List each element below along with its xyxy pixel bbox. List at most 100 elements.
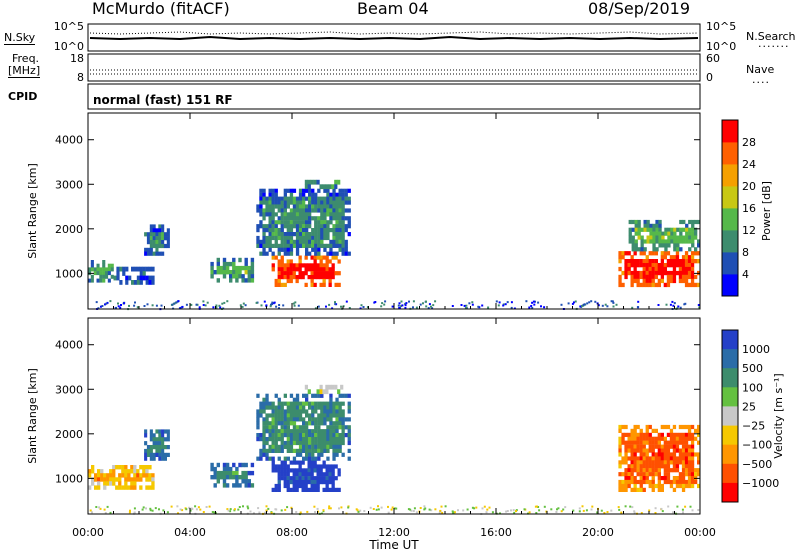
velocity-cell-r6 — [663, 452, 667, 457]
power-speckle — [155, 304, 158, 307]
power-speckle — [331, 307, 334, 310]
power-speckle — [206, 301, 209, 304]
power-cell-r0 — [105, 271, 109, 276]
power-cell-r7 — [633, 263, 637, 268]
power-cell-r5 — [271, 228, 275, 233]
power-cell-r7 — [684, 263, 689, 268]
velocity-cell-r0 — [127, 477, 131, 482]
time-xtick-label: 16:00 — [480, 526, 512, 539]
time-xtick-label: 04:00 — [174, 526, 206, 539]
power-cell-r5 — [262, 232, 266, 237]
velocity-cell-r6 — [651, 436, 655, 441]
velocity-cell-r6 — [690, 436, 695, 441]
power-cell-r7 — [630, 282, 634, 288]
velocity-speckle — [581, 505, 584, 508]
power-cell-r4 — [295, 275, 299, 280]
power-cell-r5 — [344, 224, 348, 229]
power-cell-r2 — [144, 232, 148, 237]
freq-right-tick-bottom: 0 — [706, 71, 713, 84]
power-speckle — [226, 300, 229, 303]
power-cell-r5 — [271, 212, 275, 217]
power-cell-r5 — [308, 196, 312, 201]
velocity-cell-r6 — [684, 460, 689, 465]
power-cell-r1 — [148, 280, 152, 285]
power-cell-r5 — [271, 251, 275, 256]
power-cell-r0 — [102, 260, 106, 264]
power-cell-r7 — [648, 259, 652, 264]
velocity-cell-r6 — [684, 479, 689, 485]
power-cell-r8 — [628, 227, 632, 232]
power-cell-r5 — [308, 204, 312, 209]
velocity-cell-r4 — [274, 448, 278, 453]
power-cell-r7 — [618, 266, 622, 272]
power-cell-r5 — [262, 212, 266, 217]
power-cell-r5 — [292, 224, 297, 229]
power-cell-r3 — [235, 265, 239, 271]
power-cell-r5 — [271, 232, 275, 237]
velocity-cell-r4 — [305, 440, 309, 446]
power-cell-r2 — [146, 236, 150, 241]
velocity-cell-r4 — [314, 444, 318, 449]
power-speckle — [100, 305, 102, 308]
power-cell-r2 — [166, 243, 170, 249]
power-cell-r2 — [166, 236, 170, 241]
power-speckle — [463, 304, 466, 307]
velocity-cell-r1 — [161, 456, 165, 461]
power-speckle — [282, 304, 285, 307]
power-speckle — [531, 307, 534, 309]
velocity-cell-r4 — [298, 433, 303, 438]
velocity-cell-r4 — [298, 409, 303, 414]
power-cell-r1 — [119, 280, 123, 285]
velocity-cell-r6 — [630, 456, 634, 461]
power-speckle — [317, 305, 320, 308]
velocity-cell-r4 — [335, 397, 339, 402]
power-cell-r7 — [654, 274, 658, 280]
power-cell-r7 — [636, 270, 640, 276]
power-cell-r5 — [295, 251, 300, 256]
velocity-cell-r4 — [283, 429, 287, 434]
power-cell-r5 — [320, 228, 324, 233]
velocity-cell-r0 — [148, 477, 152, 482]
velocity-cell-r3 — [286, 480, 290, 485]
velocity-cell-r4 — [292, 429, 297, 434]
velocity-cell-r3 — [313, 480, 317, 485]
power-cell-r5 — [338, 243, 342, 248]
velocity-cell-r1 — [146, 448, 150, 454]
velocity-cell-r6 — [618, 464, 622, 469]
velocity-cell-r4 — [347, 448, 351, 453]
velocity-cell-r4 — [323, 421, 327, 426]
power-cell-r3 — [244, 261, 248, 267]
power-cell-r4 — [316, 263, 320, 268]
power-cell-r5 — [289, 192, 294, 197]
velocity-cell-r0 — [88, 473, 92, 478]
velocity-cell-r6 — [697, 440, 701, 445]
velocity-cell-r4 — [347, 417, 351, 422]
power-cell-r5 — [320, 224, 324, 229]
power-cell-r5 — [326, 196, 330, 201]
velocity-cell-r3 — [298, 476, 302, 481]
power-speckle — [359, 307, 362, 310]
power-cell-r8 — [634, 219, 638, 225]
velocity-cell-r6 — [639, 479, 643, 485]
power-cell-r5 — [302, 232, 306, 237]
power-cell-r3 — [229, 278, 233, 283]
power-cell-r7 — [654, 259, 658, 264]
velocity-cell-r6 — [697, 472, 701, 477]
velocity-cell-r6 — [697, 432, 701, 437]
velocity-colorbar-tick: −1000 — [742, 477, 779, 490]
power-cell-r5 — [305, 243, 309, 248]
power-cell-r7 — [627, 263, 631, 268]
velocity-cell-r6 — [663, 424, 667, 430]
power-cell-r8 — [673, 227, 677, 232]
power-cell-r7 — [624, 270, 628, 276]
power-cell-r5 — [268, 196, 272, 201]
power-cell-r5 — [274, 239, 278, 244]
velocity-speckle — [314, 511, 316, 513]
power-cell-r7 — [669, 255, 674, 260]
power-cell-r8 — [697, 219, 701, 225]
power-speckle — [631, 306, 634, 309]
velocity-cell-r4 — [320, 437, 324, 442]
velocity-cell-r0 — [121, 465, 125, 470]
power-cell-r8 — [658, 227, 662, 232]
power-cell-r5 — [317, 188, 321, 193]
